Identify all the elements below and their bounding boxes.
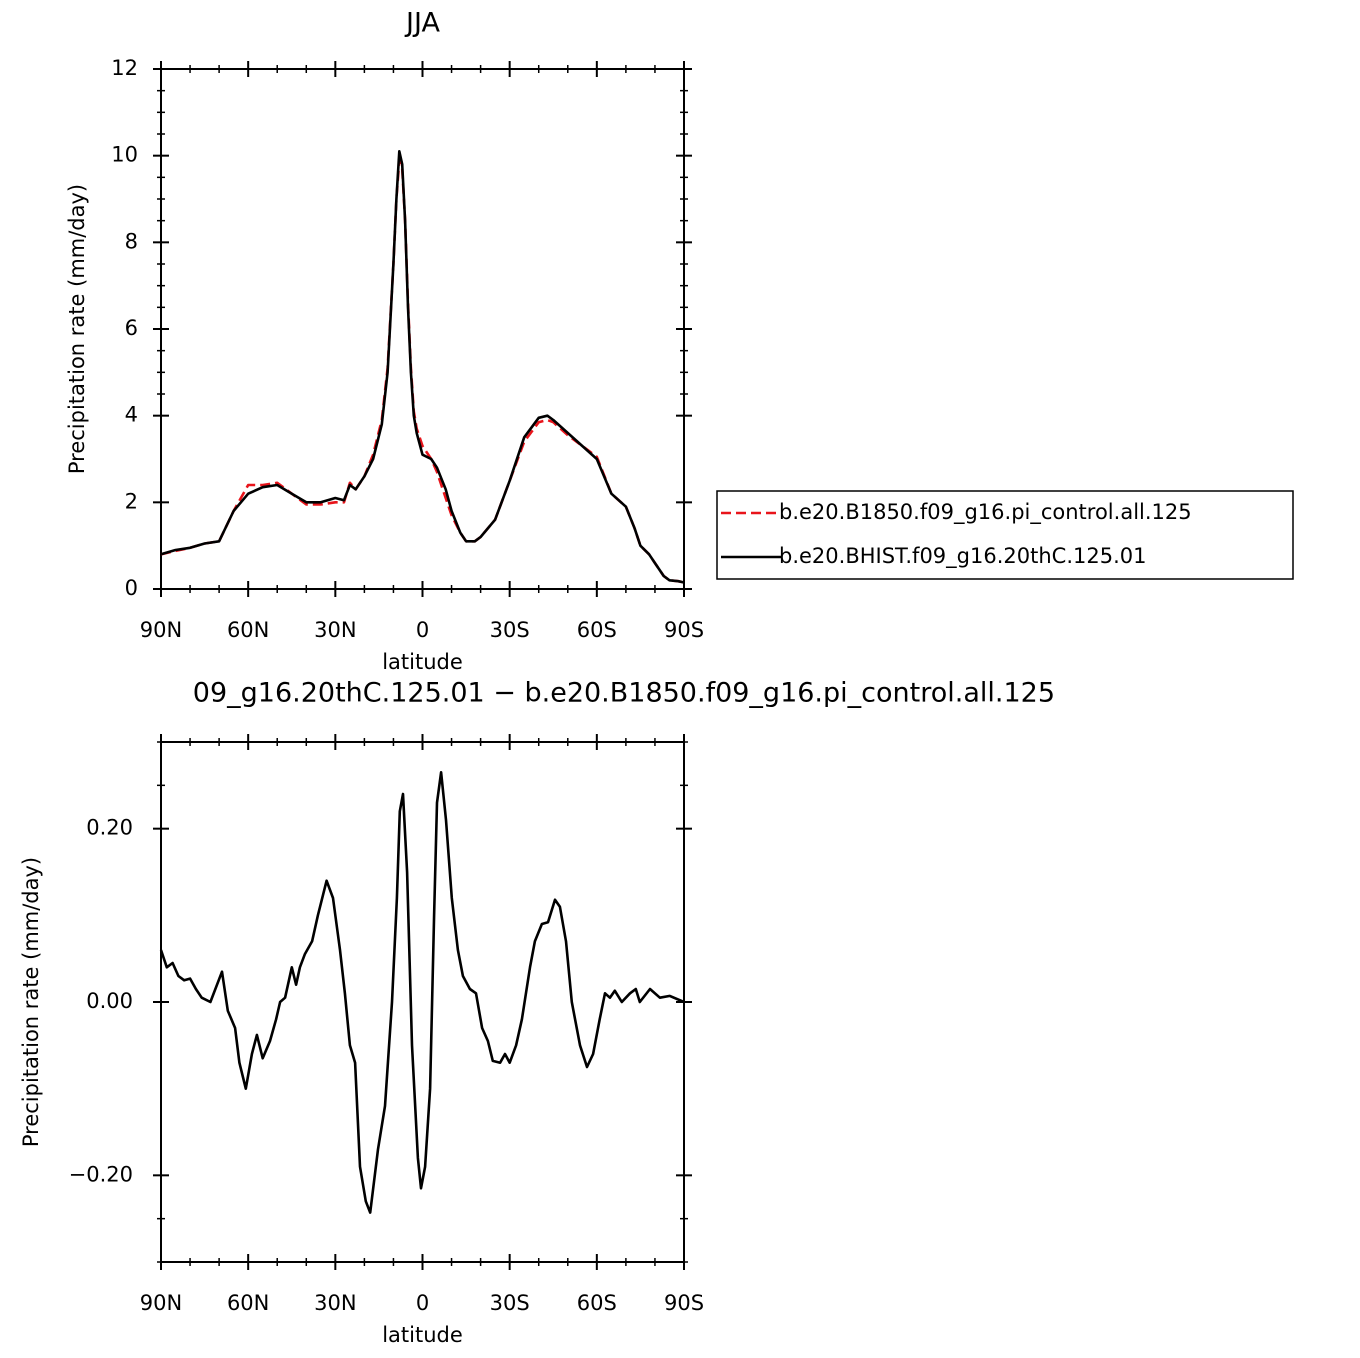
plot-frame bbox=[160, 68, 685, 590]
x-tick-label: 90N bbox=[140, 1291, 182, 1315]
chart-title: JJA bbox=[404, 8, 440, 39]
y-tick-label: 12 bbox=[111, 56, 138, 80]
y-tick-label: −0.20 bbox=[69, 1162, 133, 1186]
legend-box bbox=[716, 490, 1294, 580]
x-tick-label: 90S bbox=[664, 618, 704, 642]
x-tick-label: 30N bbox=[314, 1291, 356, 1315]
y-tick-label: 4 bbox=[125, 403, 138, 427]
x-tick-label: 30S bbox=[490, 618, 530, 642]
chart-title: 09_g16.20thC.125.01 − b.e20.B1850.f09_g1… bbox=[193, 678, 1055, 709]
x-tick-label: 0 bbox=[416, 618, 429, 642]
y-tick-label: 0 bbox=[125, 576, 138, 600]
data-line bbox=[160, 158, 685, 584]
y-axis-label: Precipitation rate (mm/day) bbox=[65, 184, 89, 474]
x-axis-label: latitude bbox=[382, 650, 463, 674]
y-tick-label: 10 bbox=[111, 143, 138, 167]
data-line bbox=[159, 771, 685, 1214]
x-tick-label: 60S bbox=[577, 1291, 617, 1315]
y-tick-label: 0.20 bbox=[86, 816, 133, 840]
data-line bbox=[160, 150, 685, 584]
x-tick-label: 60S bbox=[577, 618, 617, 642]
y-tick-label: 6 bbox=[125, 316, 138, 340]
legend-label: b.e20.B1850.f09_g16.pi_control.all.125 bbox=[779, 500, 1192, 525]
x-tick-label: 30S bbox=[490, 1291, 530, 1315]
y-tick-label: 0.00 bbox=[86, 989, 133, 1013]
y-axis-label: Precipitation rate (mm/day) bbox=[19, 857, 43, 1147]
x-tick-label: 90S bbox=[664, 1291, 704, 1315]
legend-label: b.e20.BHIST.f09_g16.20thC.125.01 bbox=[779, 544, 1146, 569]
y-tick-label: 8 bbox=[125, 229, 138, 253]
x-tick-label: 30N bbox=[314, 618, 356, 642]
x-tick-label: 60N bbox=[227, 1291, 269, 1315]
y-tick-label: 2 bbox=[125, 489, 138, 513]
x-tick-label: 60N bbox=[227, 618, 269, 642]
x-tick-label: 0 bbox=[416, 1291, 429, 1315]
x-axis-label: latitude bbox=[382, 1323, 463, 1347]
x-tick-label: 90N bbox=[140, 618, 182, 642]
